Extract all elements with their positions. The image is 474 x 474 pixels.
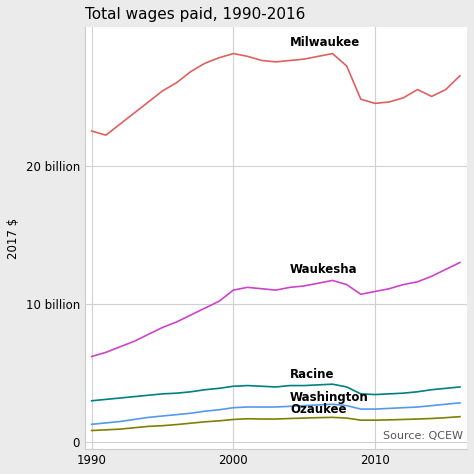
Text: Washington: Washington xyxy=(290,391,369,404)
Text: Milwaukee: Milwaukee xyxy=(290,36,360,49)
Text: Ozaukee: Ozaukee xyxy=(290,403,346,416)
Y-axis label: 2017 $: 2017 $ xyxy=(7,218,20,259)
Text: Racine: Racine xyxy=(290,368,335,382)
Text: Total wages paid, 1990-2016: Total wages paid, 1990-2016 xyxy=(85,7,305,22)
Text: Source: QCEW: Source: QCEW xyxy=(383,431,463,441)
Text: Waukesha: Waukesha xyxy=(290,263,357,276)
